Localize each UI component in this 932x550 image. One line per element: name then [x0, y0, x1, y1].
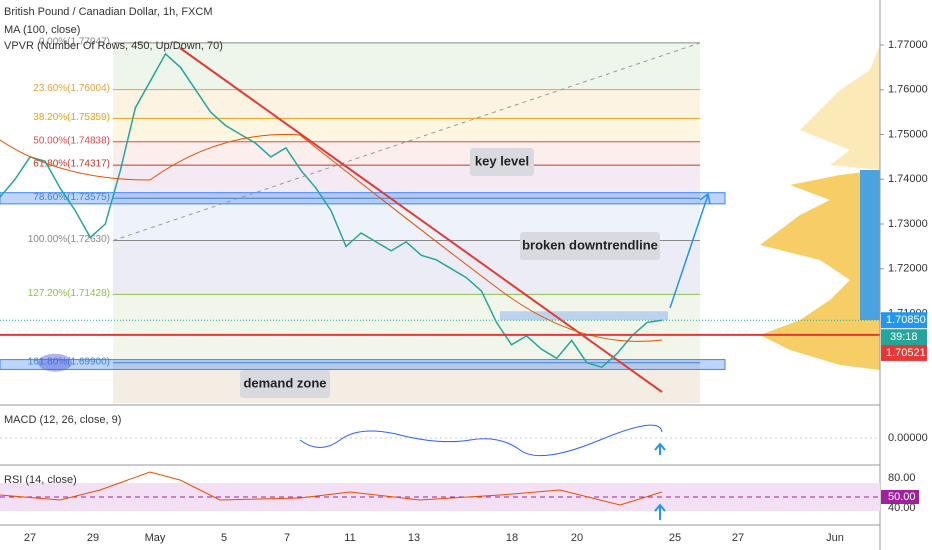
fib-band — [113, 294, 700, 363]
fib-label: 0.00%(1.77047) — [39, 37, 110, 48]
value-area — [860, 170, 880, 320]
line-badge — [881, 344, 927, 361]
rsi-line — [0, 471, 663, 506]
date-label: 7 — [284, 532, 290, 544]
target-arrow — [669, 192, 711, 309]
y-tick-label: 1.74000 — [888, 173, 928, 185]
macd-label: MACD (12, 26, close, 9) — [4, 414, 121, 426]
demand-zone — [0, 359, 726, 370]
date-label: 18 — [506, 532, 518, 544]
rsi-tick: 80.00 — [888, 472, 916, 484]
annotation: key level — [475, 153, 529, 168]
last-badge — [881, 312, 927, 329]
date-label: 27 — [24, 532, 36, 544]
fib-label: 61.80%(1.74317) — [33, 159, 110, 170]
y-tick-label: 1.73000 — [888, 218, 928, 230]
date-label: 13 — [408, 532, 420, 544]
fib-band — [113, 89, 700, 119]
annotation-box — [470, 148, 534, 176]
fib-label: 100.00%(1.72630) — [28, 234, 110, 245]
resistance-zone — [500, 311, 668, 321]
arrow-up — [654, 442, 666, 455]
price-line — [0, 52, 663, 369]
fib-label: 161.80%(1.69900) — [28, 356, 110, 367]
date-label: 5 — [221, 532, 227, 544]
fib-label: 38.20%(1.75359) — [33, 112, 110, 123]
volume-profile — [800, 45, 880, 170]
vpvr-label: VPVR (Number Of Rows, 450, Up/Down, 70) — [4, 40, 223, 52]
y-tick-label: 1.72000 — [888, 263, 928, 275]
fib-highlight — [38, 353, 72, 372]
timer: 39:18 — [890, 331, 918, 343]
date-label: May — [145, 532, 166, 544]
annotation-box — [240, 370, 330, 398]
y-tick-label: 1.76000 — [888, 84, 928, 96]
volume-profile — [760, 170, 880, 370]
key-level-zone — [0, 192, 726, 205]
annotation: demand zone — [243, 375, 326, 390]
macd-line — [299, 424, 663, 457]
date-label: 11 — [344, 532, 355, 544]
y-tick-label: 1.77000 — [888, 39, 928, 51]
fib-label: 78.60%(1.73575) — [33, 192, 110, 203]
fib-band — [113, 141, 700, 166]
rsi-badge — [881, 490, 919, 504]
macd-tick: 0.00000 — [888, 432, 928, 444]
last-price: 1.70850 — [886, 314, 926, 326]
fib-label: 23.60%(1.76004) — [33, 83, 110, 94]
y-tick-label: 1.75000 — [888, 128, 928, 140]
fib-label: 127.20%(1.71428) — [28, 288, 110, 299]
date-label: 29 — [87, 532, 99, 544]
fib-label: 50.00%(1.74838) — [33, 135, 110, 146]
timer-badge — [881, 329, 927, 346]
fib-band — [113, 118, 700, 142]
rsi-tick: 40.00 — [888, 502, 916, 514]
rsi-label: RSI (14, close) — [4, 474, 77, 486]
fib-band — [113, 42, 700, 90]
date-label: 25 — [669, 532, 681, 544]
date-label: 20 — [571, 532, 583, 544]
annotation: broken downtrendline — [522, 237, 658, 252]
date-label: 27 — [732, 532, 744, 544]
date-label: Jun — [826, 532, 844, 544]
line-price: 1.70521 — [886, 347, 926, 359]
rsi-tick: 50.00 — [888, 491, 916, 503]
header-title: British Pound / Canadian Dollar, 1h, FXC… — [4, 6, 213, 18]
ma-label: MA (100, close) — [4, 24, 80, 36]
annotation-box — [520, 232, 660, 260]
arrow-up — [654, 503, 666, 520]
